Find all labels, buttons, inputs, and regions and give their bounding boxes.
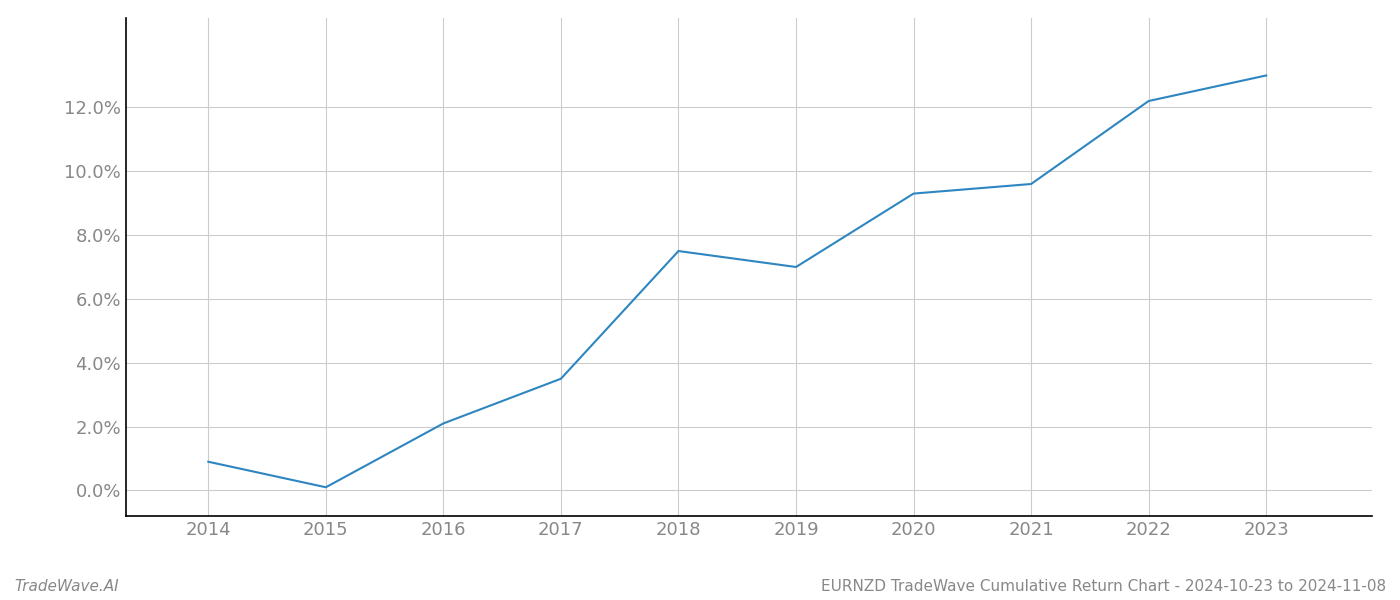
Text: TradeWave.AI: TradeWave.AI [14,579,119,594]
Text: EURNZD TradeWave Cumulative Return Chart - 2024-10-23 to 2024-11-08: EURNZD TradeWave Cumulative Return Chart… [820,579,1386,594]
